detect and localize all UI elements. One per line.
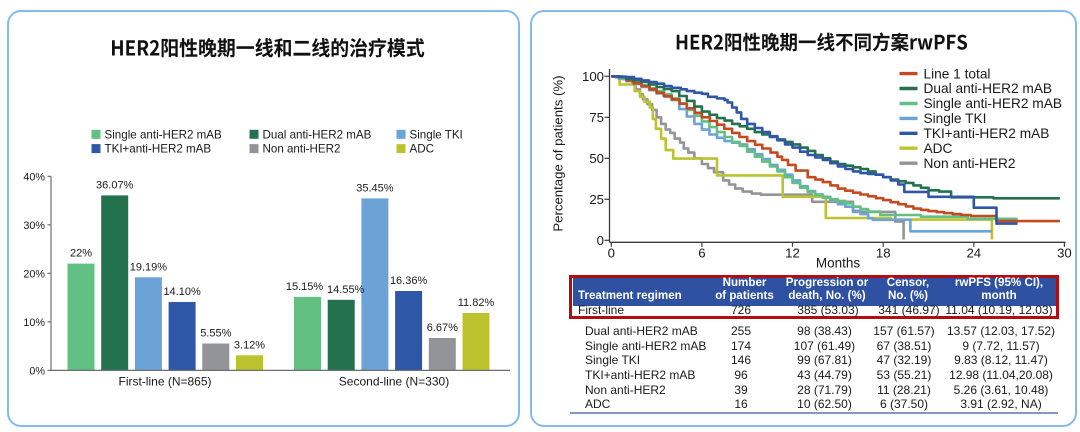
svg-text:ADC: ADC — [924, 141, 953, 156]
svg-text:11.82%: 11.82% — [458, 297, 495, 309]
svg-text:22%: 22% — [70, 248, 92, 260]
svg-text:16.36%: 16.36% — [390, 275, 428, 287]
svg-text:3.12%: 3.12% — [234, 339, 265, 351]
svg-text:Line 1 total: Line 1 total — [924, 66, 991, 81]
svg-text:Dual anti-HER2 mAB: Dual anti-HER2 mAB — [263, 128, 372, 141]
svg-text:Dual anti-HER2 mAB: Dual anti-HER2 mAB — [924, 81, 1053, 96]
svg-text:25: 25 — [589, 192, 604, 207]
svg-text:35.45%: 35.45% — [356, 182, 394, 194]
svg-text:Percentage of patients (%): Percentage of patients (%) — [550, 76, 565, 232]
svg-text:20%: 20% — [23, 268, 45, 280]
svg-text:Non anti-HER2: Non anti-HER2 — [924, 156, 1016, 171]
svg-text:14.10%: 14.10% — [163, 286, 201, 298]
svg-text:Months: Months — [816, 256, 861, 271]
svg-text:100: 100 — [582, 69, 604, 84]
svg-text:24: 24 — [966, 245, 981, 260]
svg-text:Single anti-HER2 mAB: Single anti-HER2 mAB — [105, 128, 223, 141]
svg-text:14.55%: 14.55% — [327, 284, 365, 296]
svg-text:First-line (N=865): First-line (N=865) — [118, 375, 211, 389]
svg-text:Single anti-HER2 mAB: Single anti-HER2 mAB — [924, 96, 1062, 111]
svg-text:Single TKI: Single TKI — [924, 111, 987, 126]
svg-text:TKI+anti-HER2 mAB: TKI+anti-HER2 mAB — [924, 126, 1050, 141]
svg-text:50: 50 — [589, 151, 604, 166]
svg-text:0: 0 — [608, 245, 615, 260]
svg-text:Second-line (N=330): Second-line (N=330) — [339, 375, 449, 389]
svg-text:36.07%: 36.07% — [96, 179, 134, 191]
svg-text:30%: 30% — [23, 220, 45, 232]
svg-text:TKI+anti-HER2 mAB: TKI+anti-HER2 mAB — [105, 143, 212, 156]
svg-text:30: 30 — [1057, 245, 1072, 260]
svg-text:12: 12 — [785, 245, 800, 260]
svg-text:0: 0 — [597, 233, 604, 248]
svg-text:5.55%: 5.55% — [200, 328, 231, 340]
svg-text:0%: 0% — [29, 365, 45, 377]
svg-text:6: 6 — [698, 245, 705, 260]
svg-text:Non anti-HER2: Non anti-HER2 — [263, 143, 341, 156]
svg-text:40%: 40% — [23, 171, 45, 183]
svg-text:19.19%: 19.19% — [130, 261, 168, 273]
svg-text:Single TKI: Single TKI — [410, 128, 463, 141]
svg-text:18: 18 — [876, 245, 891, 260]
svg-text:ADC: ADC — [410, 143, 434, 156]
svg-text:10%: 10% — [23, 317, 45, 329]
svg-text:6.67%: 6.67% — [427, 322, 458, 334]
svg-text:75: 75 — [589, 110, 604, 125]
svg-text:15.15%: 15.15% — [286, 281, 324, 293]
